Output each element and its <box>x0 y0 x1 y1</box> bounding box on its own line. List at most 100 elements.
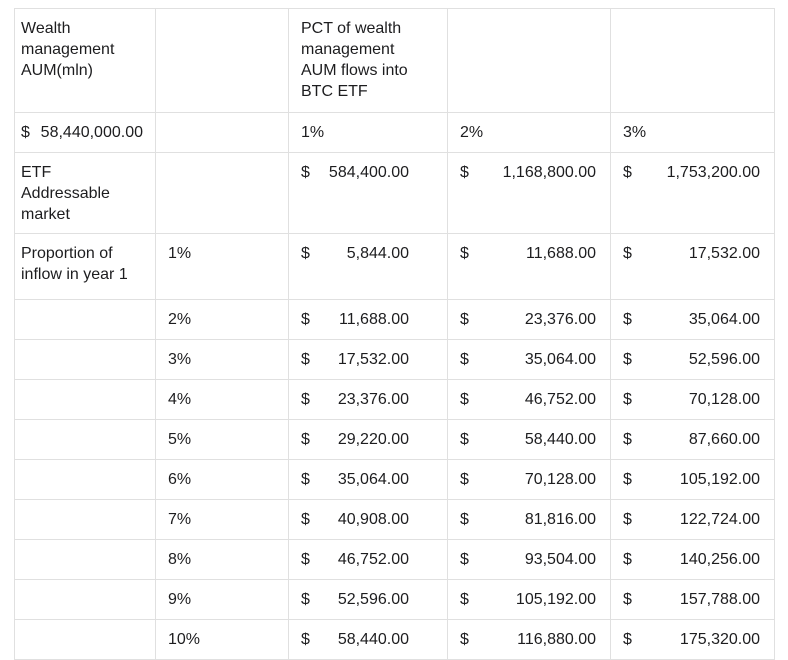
money-cell: $ 584,400.00 <box>288 152 448 234</box>
money-cell: $ 52,596.00 <box>610 339 775 380</box>
currency-symbol: $ <box>460 311 469 328</box>
money-value: $ 105,192.00 <box>460 589 596 610</box>
money-cell: $ 87,660.00 <box>610 419 775 460</box>
money-value: $ 11,688.00 <box>301 309 409 330</box>
money-cell: $ 1,753,200.00 <box>610 152 775 234</box>
amount-value: 81,816.00 <box>524 511 596 528</box>
pct-cell-inflow: 4% <box>155 379 289 420</box>
table-row-inflow: 8% $ 46,752.00 $ 93,504.00 $ 140,256.00 <box>14 539 775 580</box>
table-row-inflow: 3% $ 17,532.00 $ 35,064.00 $ 52,596.00 <box>14 339 775 380</box>
pct-cell-inflow: 7% <box>155 499 289 540</box>
empty-cell <box>14 619 156 660</box>
amount-value: 58,440,000.00 <box>40 124 143 141</box>
table-row-inflow: 4% $ 23,376.00 $ 46,752.00 $ 70,128.00 <box>14 379 775 420</box>
money-cell: $ 105,192.00 <box>610 459 775 500</box>
empty-cell <box>155 8 289 113</box>
pct-cell-inflow: 10% <box>155 619 289 660</box>
money-value: $ 70,128.00 <box>623 389 760 410</box>
empty-cell <box>14 459 156 500</box>
money-value: $ 105,192.00 <box>623 469 760 490</box>
header-pct-label: PCT of wealth management AUM flows into … <box>301 20 408 100</box>
currency-symbol: $ <box>623 631 632 648</box>
currency-symbol: $ <box>623 351 632 368</box>
amount-value: 93,504.00 <box>524 551 596 568</box>
currency-symbol: $ <box>623 591 632 608</box>
table-row-scenario: $ 58,440,000.00 1% 2% 3% <box>14 112 775 153</box>
currency-symbol: $ <box>623 164 632 181</box>
money-value: $ 58,440.00 <box>301 629 409 650</box>
amount-value: 23,376.00 <box>337 391 409 408</box>
empty-cell <box>14 579 156 620</box>
amount-value: 116,880.00 <box>517 631 596 648</box>
currency-symbol: $ <box>301 431 310 448</box>
currency-symbol: $ <box>21 124 30 141</box>
currency-symbol: $ <box>623 245 632 262</box>
money-value: $ 70,128.00 <box>460 469 596 490</box>
money-cell: $ 17,532.00 <box>288 339 448 380</box>
money-value: $ 584,400.00 <box>301 162 409 183</box>
amount-value: 35,064.00 <box>524 351 596 368</box>
money-cell: $ 140,256.00 <box>610 539 775 580</box>
money-cell: $ 17,532.00 <box>610 233 775 300</box>
money-value: $ 23,376.00 <box>460 309 596 330</box>
empty-cell <box>14 379 156 420</box>
currency-symbol: $ <box>460 391 469 408</box>
amount-value: 70,128.00 <box>688 391 760 408</box>
empty-cell <box>447 8 611 113</box>
money-cell: $ 29,220.00 <box>288 419 448 460</box>
money-cell: $ 35,064.00 <box>610 299 775 340</box>
amount-value: 52,596.00 <box>337 591 409 608</box>
currency-symbol: $ <box>623 431 632 448</box>
currency-symbol: $ <box>460 164 469 181</box>
amount-value: 40,908.00 <box>337 511 409 528</box>
money-value: $ 35,064.00 <box>623 309 760 330</box>
article-table-figure: Wealth management AUM(mln) PCT of wealth… <box>14 8 775 660</box>
currency-symbol: $ <box>301 551 310 568</box>
money-value: $ 140,256.00 <box>623 549 760 570</box>
currency-symbol: $ <box>460 591 469 608</box>
amount-value: 122,724.00 <box>679 511 760 528</box>
label-cell-inflow-proportion: Proportion of inflow in year 1 <box>14 233 156 300</box>
pct-cell-inflow: 3% <box>155 339 289 380</box>
money-value: $ 46,752.00 <box>460 389 596 410</box>
header-cell-pct-flows: PCT of wealth management AUM flows into … <box>288 8 448 113</box>
money-value: $ 29,220.00 <box>301 429 409 450</box>
amount-value: 140,256.00 <box>679 551 760 568</box>
table-row-inflow: Proportion of inflow in year 1 1% $ 5,84… <box>14 233 775 300</box>
amount-value: 157,788.00 <box>679 591 760 608</box>
amount-value: 58,440.00 <box>337 631 409 648</box>
money-cell: $ 70,128.00 <box>610 379 775 420</box>
money-value: $ 58,440.00 <box>460 429 596 450</box>
pct-cell-inflow: 2% <box>155 299 289 340</box>
table-row-header: Wealth management AUM(mln) PCT of wealth… <box>14 8 775 113</box>
money-value: $ 35,064.00 <box>301 469 409 490</box>
money-value: $ 1,753,200.00 <box>623 162 760 183</box>
currency-symbol: $ <box>460 511 469 528</box>
currency-symbol: $ <box>301 591 310 608</box>
label-cell-etf-market: ETF Addressable market <box>14 152 156 234</box>
currency-symbol: $ <box>460 351 469 368</box>
money-cell: $ 40,908.00 <box>288 499 448 540</box>
currency-symbol: $ <box>623 471 632 488</box>
money-cell: $ 58,440.00 <box>447 419 611 460</box>
money-value: $ 116,880.00 <box>460 629 596 650</box>
money-value: $ 35,064.00 <box>460 349 596 370</box>
money-cell: $ 46,752.00 <box>447 379 611 420</box>
empty-cell <box>14 419 156 460</box>
money-cell: $ 23,376.00 <box>447 299 611 340</box>
money-value: $ 17,532.00 <box>623 243 760 264</box>
amount-value: 11,688.00 <box>526 245 596 262</box>
amount-value: 29,220.00 <box>337 431 409 448</box>
amount-value: 52,596.00 <box>688 351 760 368</box>
currency-symbol: $ <box>301 164 310 181</box>
pct-cell-scenario-2: 2% <box>447 112 611 153</box>
currency-symbol: $ <box>301 471 310 488</box>
amount-value: 17,532.00 <box>337 351 409 368</box>
money-cell: $ 52,596.00 <box>288 579 448 620</box>
amount-value: 105,192.00 <box>515 591 596 608</box>
money-cell: $ 11,688.00 <box>288 299 448 340</box>
amount-value: 584,400.00 <box>328 164 409 181</box>
amount-value: 11,688.00 <box>339 311 409 328</box>
pct-cell-inflow: 8% <box>155 539 289 580</box>
currency-symbol: $ <box>301 391 310 408</box>
